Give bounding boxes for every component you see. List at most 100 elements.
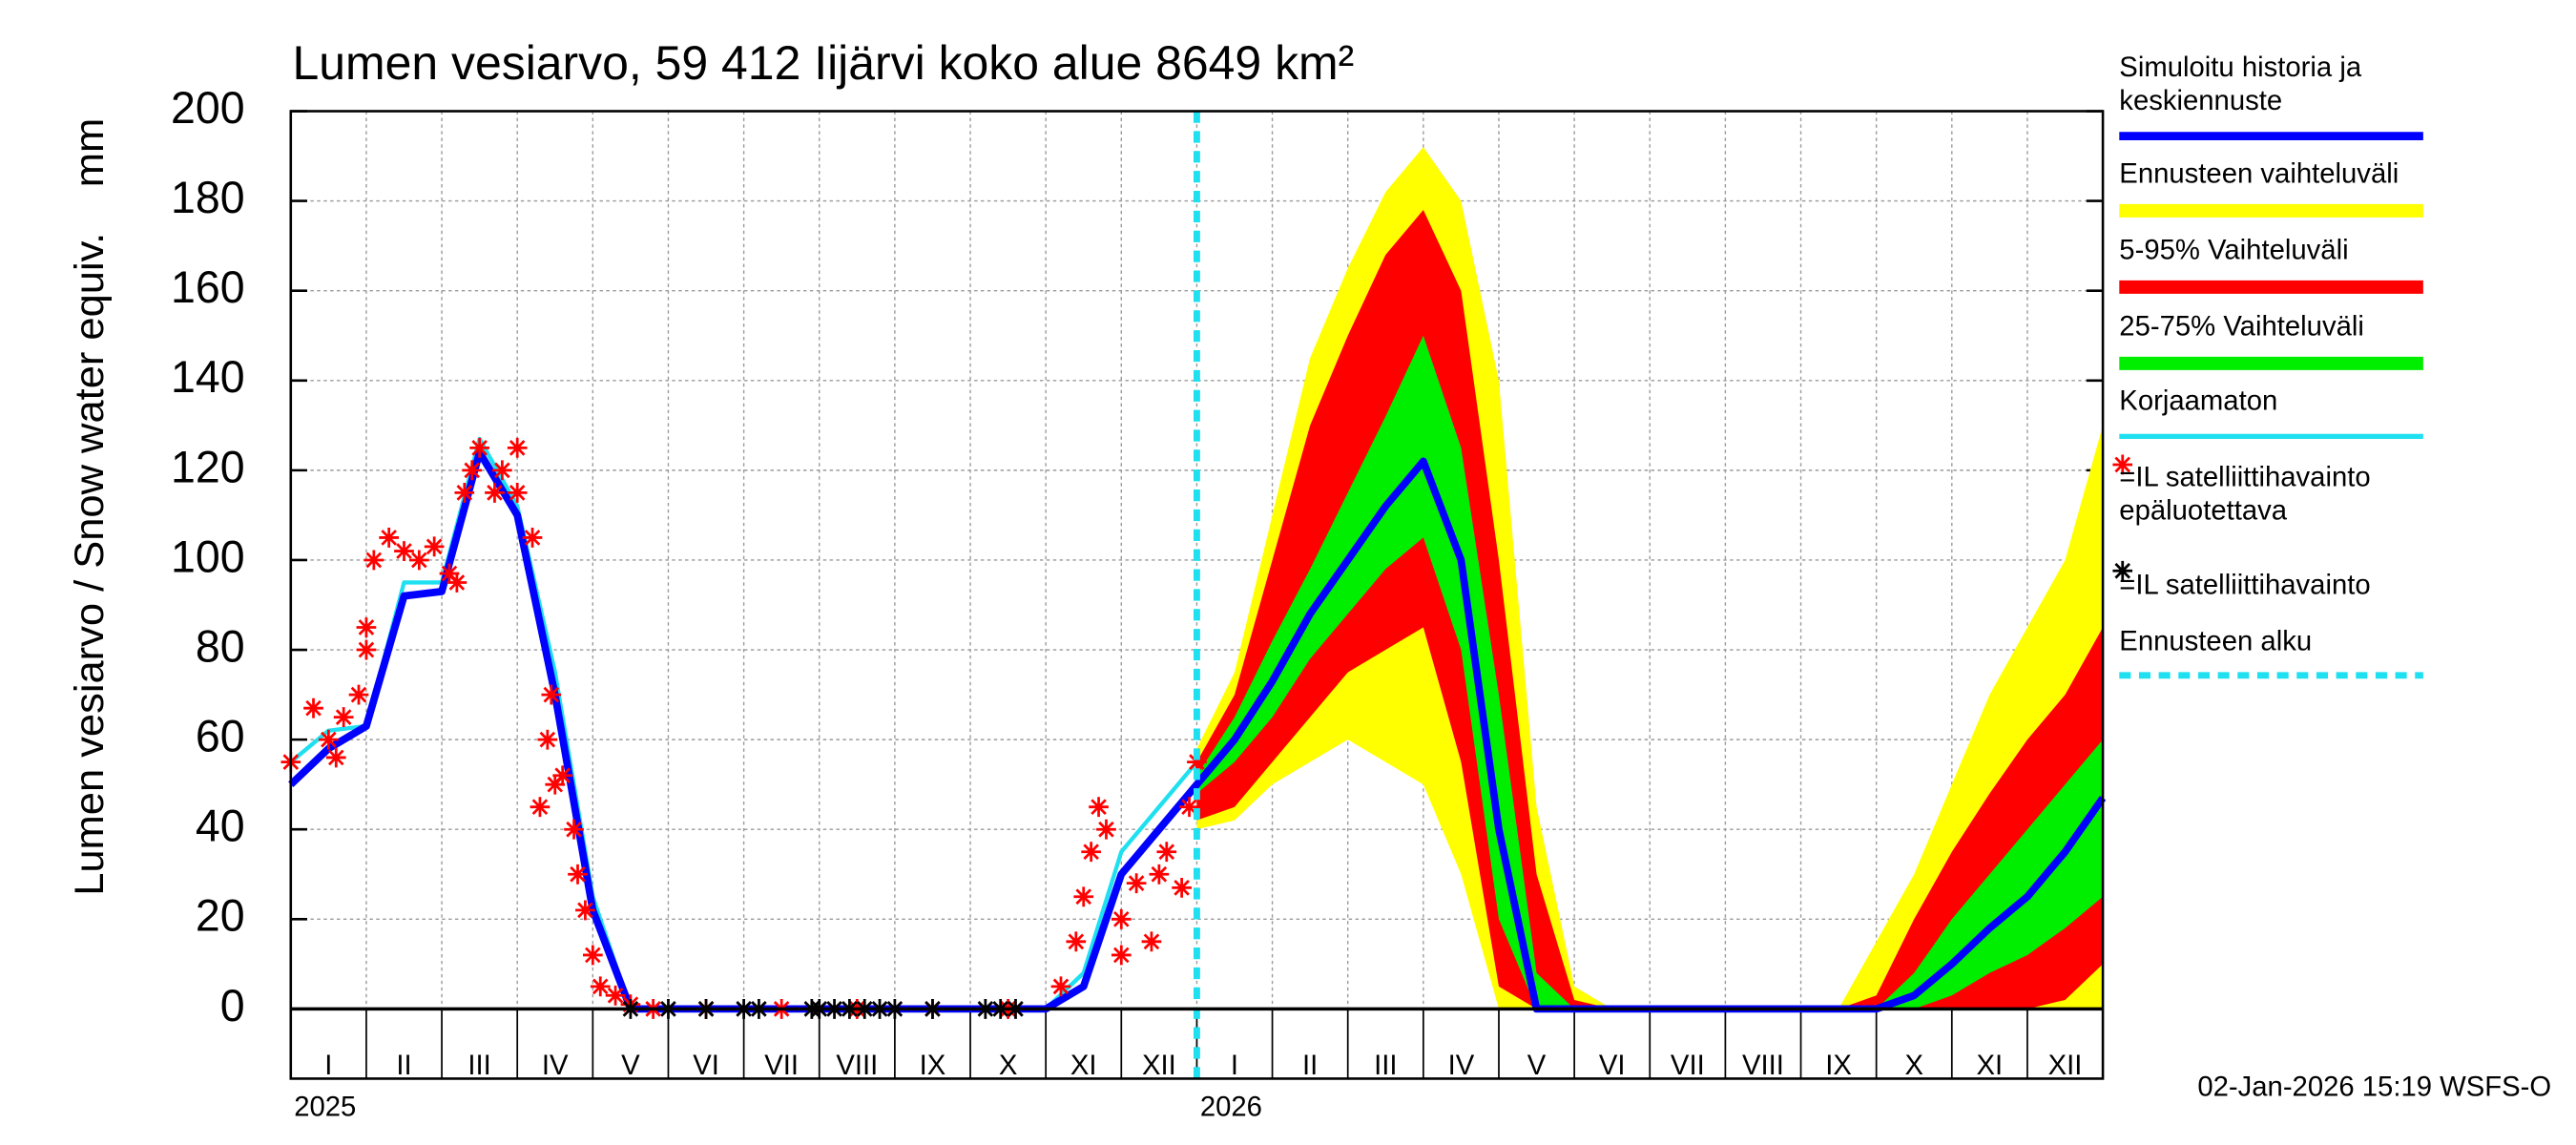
month-label: VII (764, 1050, 799, 1081)
observation-star (537, 729, 558, 750)
observation-star (1089, 797, 1109, 818)
observation-star (541, 684, 562, 705)
observation-star (1081, 842, 1101, 863)
observation-star (1179, 797, 1199, 818)
legend-label: =IL satelliittihavainto (2119, 570, 2370, 601)
legend-text: Korjaamaton (2119, 385, 2278, 417)
legend-text: =IL satelliittihavainto epäluotettava (2119, 461, 2371, 527)
observation-star (469, 437, 489, 458)
observation-star (1187, 752, 1207, 773)
legend-text: Simuloitu historia ja keskiennuste (2119, 51, 2362, 116)
y-tick-label: 80 (196, 621, 245, 671)
month-label: VIII (1742, 1050, 1784, 1081)
observation-star (583, 945, 603, 966)
y-tick-label: 20 (196, 891, 245, 941)
legend-text: 5-95% Vaihteluväli (2119, 234, 2349, 266)
y-axis-label: Lumen vesiarvo / Snow water equiv. (67, 233, 113, 896)
y-tick-label: 120 (171, 442, 245, 491)
month-label: V (1527, 1050, 1547, 1081)
y-tick-label: 160 (171, 262, 245, 312)
observation-star (1156, 842, 1177, 863)
legend-star (2112, 454, 2133, 475)
observation-star (447, 572, 467, 593)
legend-label: Simuloitu historia ja keskiennuste (2119, 51, 2362, 116)
month-label: IV (542, 1050, 569, 1081)
month-label: I (1231, 1050, 1238, 1081)
month-label: IX (920, 1050, 946, 1081)
month-label: VI (693, 1050, 719, 1081)
observation-star (325, 747, 346, 768)
y-tick-label: 180 (171, 173, 245, 222)
month-label: XII (1142, 1050, 1176, 1081)
month-label: VI (1599, 1050, 1626, 1081)
month-label: III (467, 1050, 490, 1081)
observation-star (1126, 873, 1147, 894)
observation-star (303, 697, 323, 718)
month-label: XII (2048, 1050, 2083, 1081)
month-label: X (999, 1050, 1018, 1081)
observation-star (333, 707, 354, 728)
legend-label: =IL satelliittihavainto epäluotettava (2119, 461, 2371, 527)
observation-star (507, 437, 528, 458)
observation-star (485, 482, 505, 503)
observation-star (492, 460, 512, 481)
y-axis-unit: mm (67, 118, 113, 187)
month-label: V (621, 1050, 640, 1081)
observation-star (394, 541, 414, 561)
observation-star (522, 528, 543, 548)
observation-star (1149, 864, 1170, 885)
observation-star (319, 729, 339, 750)
observation-star (439, 563, 460, 584)
y-tick-label: 60 (196, 711, 245, 760)
month-label: IV (1448, 1050, 1475, 1081)
year-label: 2025 (294, 1091, 356, 1122)
observation-star (564, 819, 584, 840)
year-label: 2026 (1200, 1091, 1262, 1122)
month-label: VII (1671, 1050, 1705, 1081)
y-tick-label: 40 (196, 801, 245, 850)
footer: 02-Jan-2026 15:19 WSFS-O (2197, 1072, 2551, 1103)
legend-label: Korjaamaton (2119, 385, 2278, 417)
observation-star (530, 797, 551, 818)
legend-text: Ennusteen alku (2119, 625, 2313, 657)
observation-star (1073, 886, 1094, 907)
legend-star (2112, 560, 2133, 581)
observation-star (379, 528, 399, 548)
observation-star (1172, 877, 1192, 898)
legend-text: Ennusteen vaihteluväli (2119, 157, 2399, 190)
observation-star (575, 900, 595, 921)
legend-label: 25-75% Vaihteluväli (2119, 310, 2364, 343)
observation-star (462, 460, 483, 481)
forecast-band (1196, 335, 2104, 1010)
observation-star (356, 617, 377, 637)
month-label: II (396, 1050, 411, 1081)
observation-star (568, 864, 588, 885)
observation-star (454, 482, 475, 503)
y-tick-label: 100 (171, 531, 245, 581)
observation-star (424, 536, 445, 557)
observation-star (1066, 931, 1087, 952)
observation-star (408, 550, 429, 571)
y-tick-label: 140 (171, 352, 245, 402)
legend-label: Ennusteen alku (2119, 625, 2313, 657)
y-tick-label: 0 (220, 981, 245, 1030)
observation-star (590, 976, 611, 997)
observation-star (1111, 945, 1132, 966)
month-label: III (1374, 1050, 1397, 1081)
month-label: II (1302, 1050, 1318, 1081)
observation-star (364, 550, 384, 571)
month-label: XI (1977, 1050, 2004, 1081)
observation-star (1096, 819, 1116, 840)
observation-star (348, 684, 369, 705)
month-label: X (1904, 1050, 1923, 1081)
observation-star (552, 765, 573, 786)
observation-star (1050, 976, 1071, 997)
month-label: I (324, 1050, 332, 1081)
observation-star (605, 985, 626, 1006)
y-tick-label: 200 (171, 83, 245, 133)
month-label: XI (1070, 1050, 1097, 1081)
legend-text: 25-75% Vaihteluväli (2119, 310, 2364, 343)
chart-title: Lumen vesiarvo, 59 412 Iijärvi koko alue… (293, 36, 1355, 90)
